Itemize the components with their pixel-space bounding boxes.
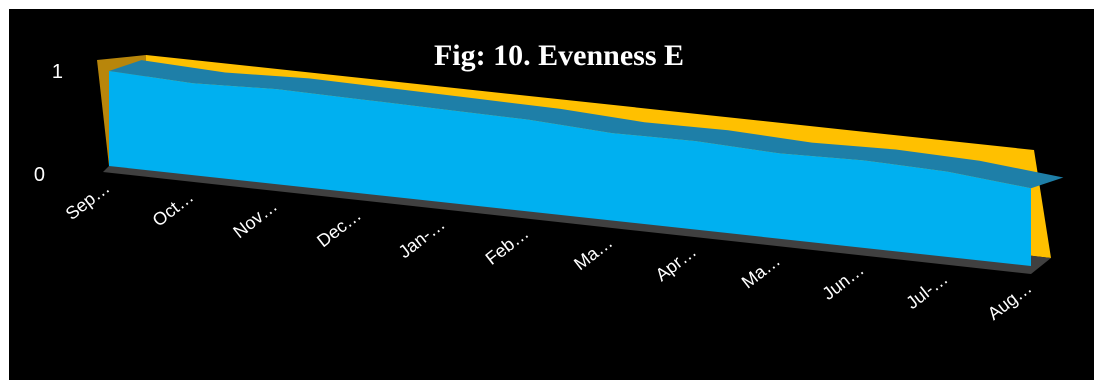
x-tick-label: Sep… (62, 177, 114, 224)
x-tick-label: Jul-… (902, 268, 951, 313)
x-tick-label: Dec… (313, 205, 365, 252)
x-tick-label: Apr… (652, 241, 701, 285)
chart-title: Fig: 10. Evenness E (434, 39, 684, 72)
y-axis: 01 (34, 61, 63, 186)
x-tick-label: Jun… (818, 259, 867, 304)
x-tick-label: Oct… (149, 186, 198, 230)
area-chart-3d: Fig: 10. Evenness E 01 Sep… Oct… Nov… Dec… J… (34, 39, 1064, 324)
x-tick-label: Feb… (482, 223, 533, 269)
x-tick-label: Nov… (229, 196, 281, 243)
x-tick-label: Aug… (984, 277, 1036, 324)
x-tick-label: Ma… (570, 232, 616, 274)
series-area-top (109, 60, 1064, 189)
y-tick-label: 1 (52, 61, 63, 83)
x-tick-label: Jan-… (395, 214, 449, 262)
x-tick-label: Ma… (738, 250, 784, 292)
series-layer (108, 60, 1064, 267)
series-area (109, 70, 1031, 267)
y-tick-label: 0 (34, 164, 45, 186)
